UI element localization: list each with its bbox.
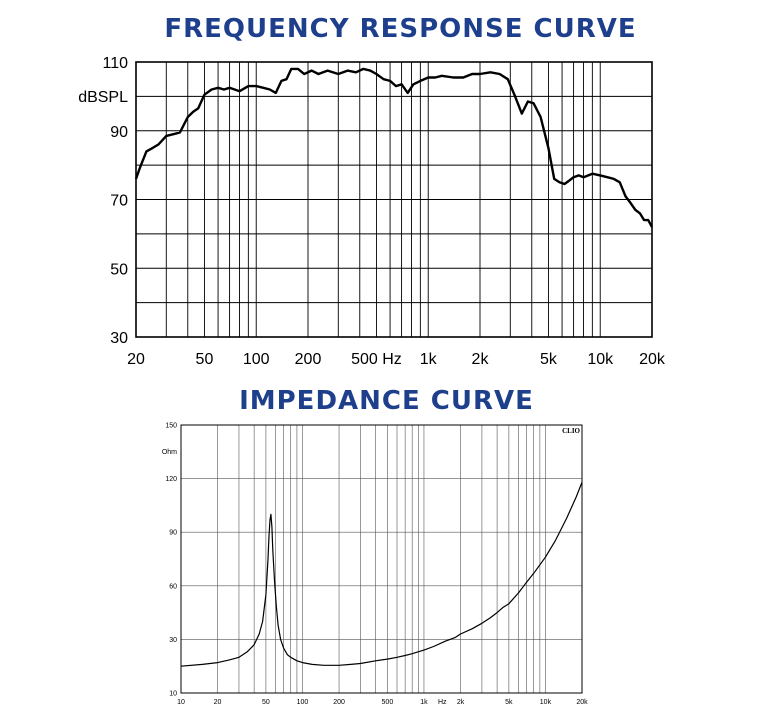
y-axis-label: dBSPL: [78, 89, 128, 106]
x-tick-label: 1k: [420, 699, 428, 706]
x-tick-label: 200: [333, 699, 345, 706]
x-tick-label: 50: [262, 699, 270, 706]
x-tick-label: 200: [295, 351, 322, 368]
x-tick-label: 50: [196, 351, 214, 368]
y-tick-label: 110: [102, 55, 128, 72]
plot-frame: [180, 424, 583, 694]
x-tick-label: 10k: [540, 699, 552, 706]
y-tick-label: 150: [165, 423, 177, 430]
response-line: [134, 67, 654, 228]
clio-logo-label: CLIO: [562, 427, 580, 435]
frequency-response-title: FREQUENCY RESPONSE CURVE: [164, 14, 637, 44]
x-tick-label: 10: [177, 699, 185, 706]
x-tick-label: 5k: [540, 351, 558, 368]
y-tick-label: 90: [169, 530, 177, 537]
x-tick-label: Hz: [438, 699, 447, 706]
y-tick-label: 70: [110, 193, 128, 210]
x-tick-label: 1k: [420, 351, 438, 368]
response-line: [180, 481, 583, 667]
y-tick-label: 10: [169, 691, 177, 698]
frequency-response-chart: 20 50 100 200 500 Hz 1k 2k 5k 10k 20k 30 50 70 90 110 d…: [78, 55, 666, 368]
y-tick-label: 30: [169, 637, 177, 644]
x-tick-label: 2k: [457, 699, 465, 706]
y-tick-label: 30: [110, 330, 128, 347]
y-axis-label: Ohm: [162, 449, 177, 456]
plot-frame: [135, 61, 653, 338]
x-tick-label: 20: [127, 351, 145, 368]
x-tick-label: 100: [297, 699, 309, 706]
x-tick-label: 500 Hz: [351, 351, 402, 368]
y-tick-label: 60: [169, 583, 177, 590]
x-tick-label: 20k: [639, 351, 666, 368]
x-tick-label: 20: [214, 699, 222, 706]
y-tick-label: 50: [110, 261, 128, 278]
x-tick-label: 10k: [587, 351, 614, 368]
x-tick-label: 20k: [576, 699, 588, 706]
y-tick-label: 120: [165, 476, 177, 483]
x-tick-label: 2k: [472, 351, 490, 368]
x-tick-label: 100: [243, 351, 270, 368]
y-tick-label: 90: [110, 124, 128, 141]
impedance-curve-title: IMPEDANCE CURVE: [239, 386, 534, 416]
x-tick-label: 5k: [505, 699, 513, 706]
impedance-chart: 10 20 50 100 200 500 1k Hz 2k 5k 10k 20k 10 30 60 90 120…: [162, 423, 588, 707]
x-tick-label: 500: [382, 699, 394, 706]
